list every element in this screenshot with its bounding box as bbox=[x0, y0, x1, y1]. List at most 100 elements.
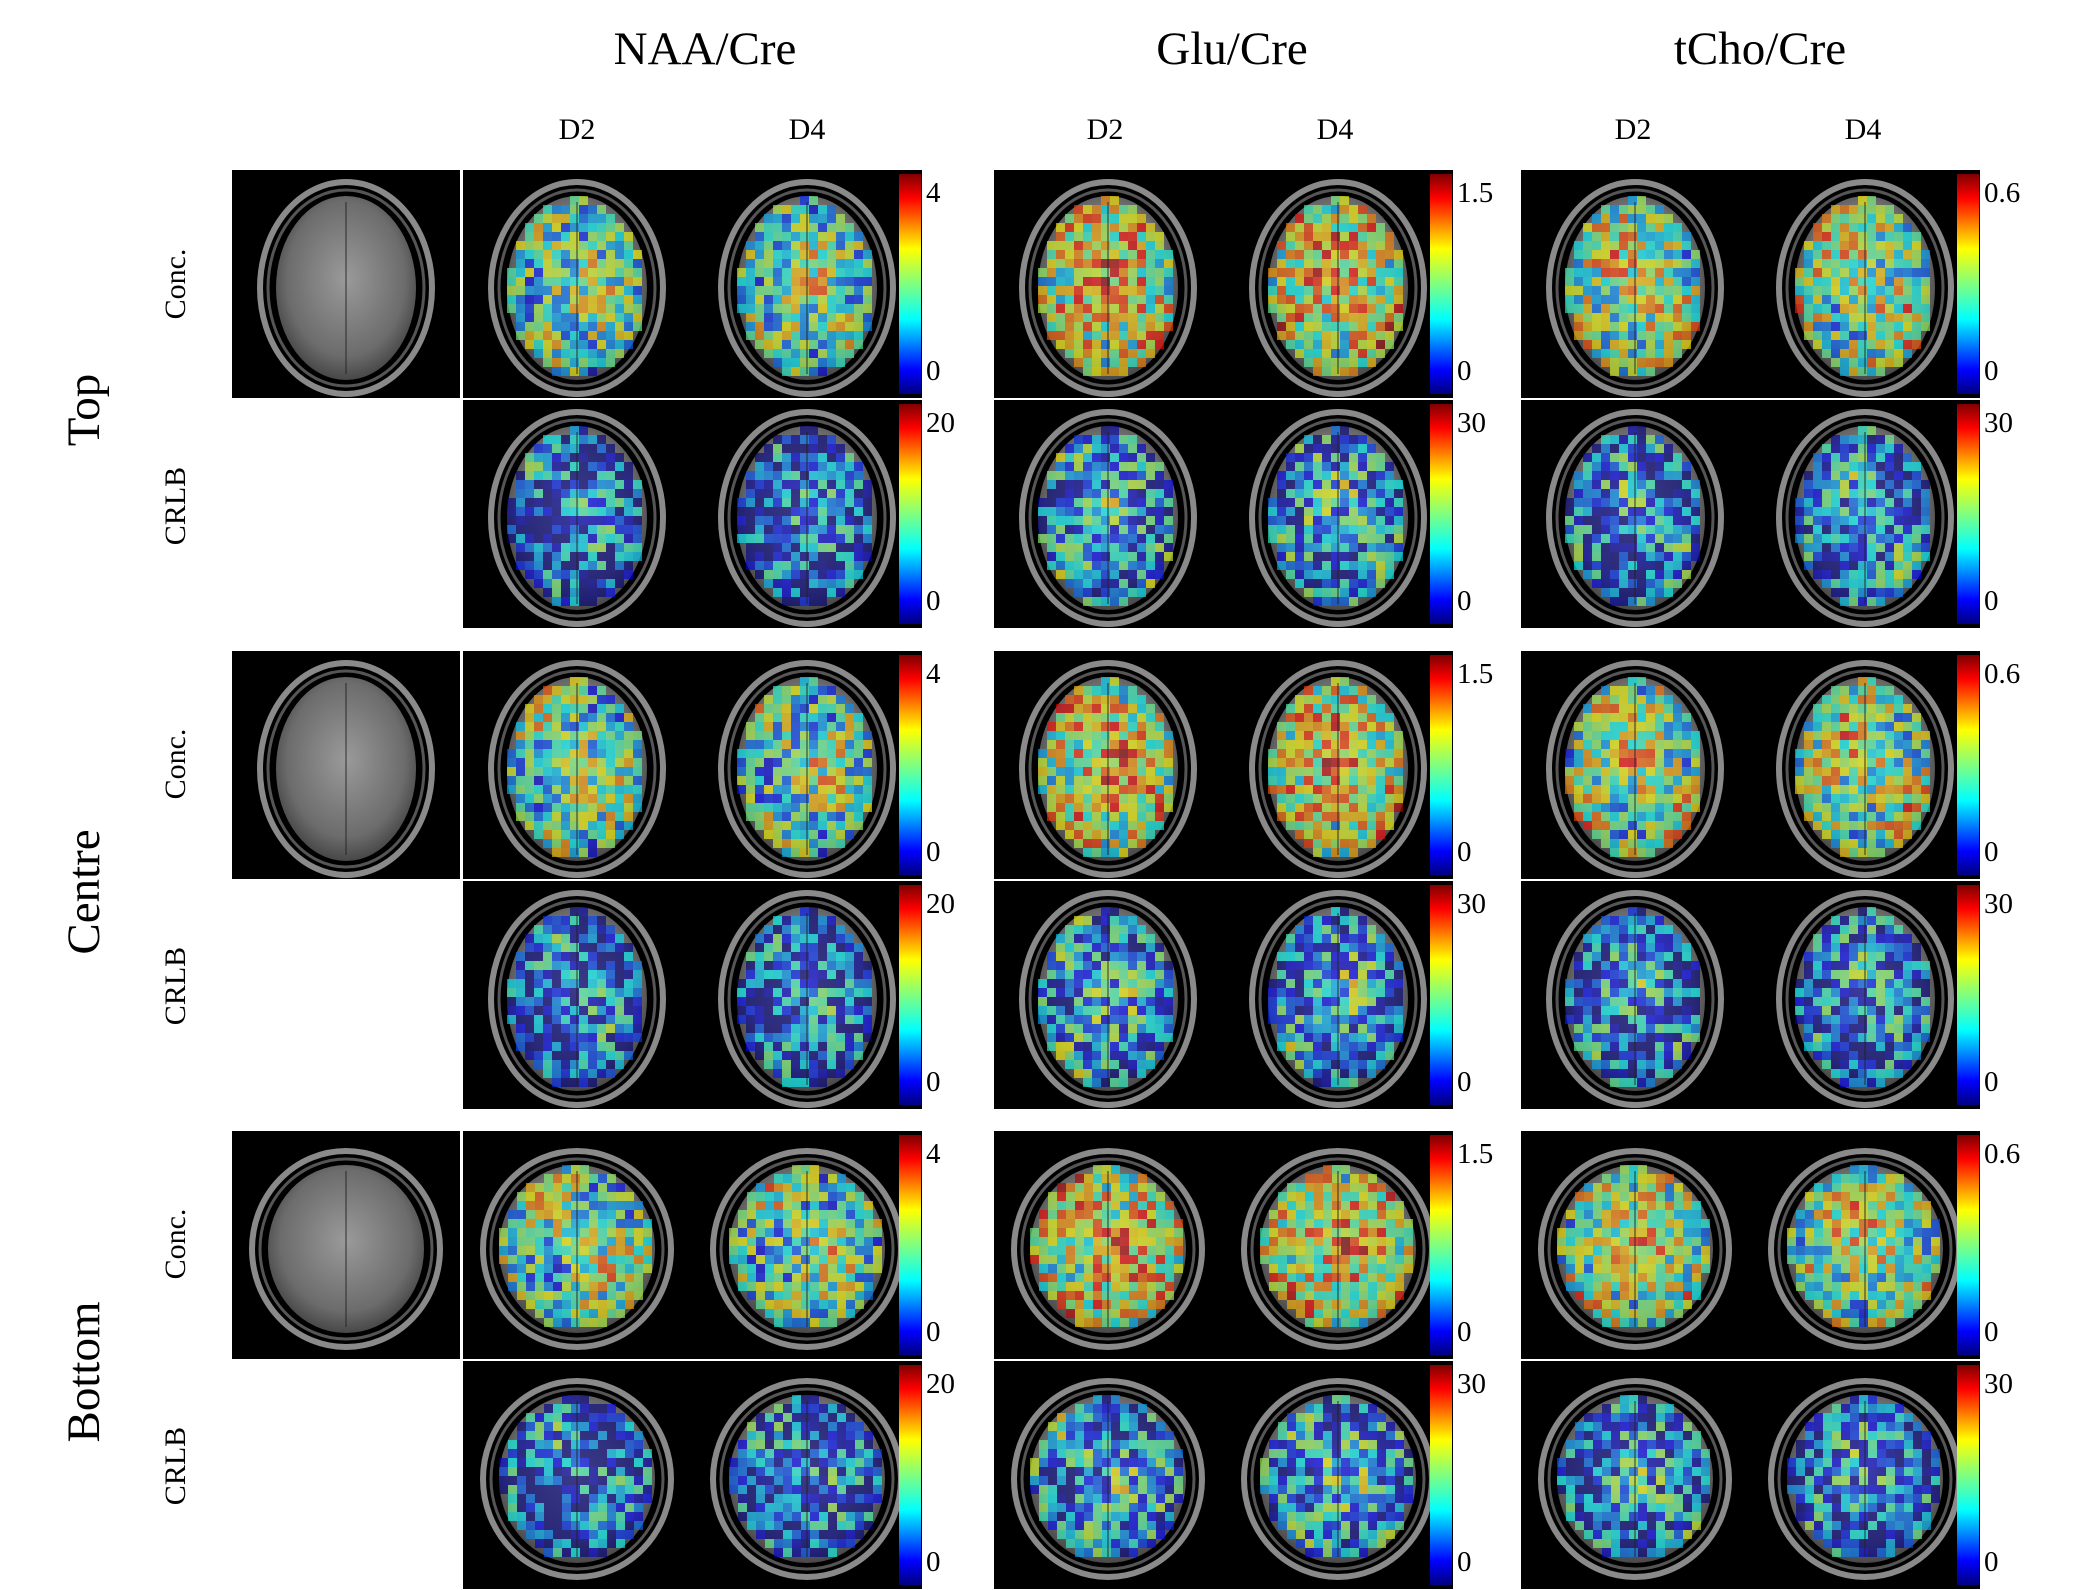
anatomical-reference-image bbox=[232, 651, 460, 879]
colorbar-min-label: 0 bbox=[1457, 585, 1472, 617]
brain-map-d4 bbox=[693, 400, 921, 628]
map-panel-crlb bbox=[994, 400, 1453, 628]
anatomical-reference-image bbox=[232, 1131, 460, 1359]
map-panel-crlb bbox=[994, 1361, 1453, 1589]
colorbar-min-label: 0 bbox=[1457, 1316, 1472, 1348]
colorbar-max-label: 20 bbox=[926, 1368, 955, 1400]
colorbar bbox=[899, 1365, 921, 1585]
brain-map-d4 bbox=[693, 1131, 921, 1359]
colorbar-min-label: 0 bbox=[1984, 1316, 1999, 1348]
slice-label-top: Top bbox=[58, 373, 110, 447]
colorbar-max-label: 30 bbox=[1984, 407, 2013, 439]
colorbar-min-label: 0 bbox=[1984, 1066, 1999, 1098]
brain-map-d2 bbox=[994, 881, 1222, 1109]
colorbar-min-label: 0 bbox=[1457, 1546, 1472, 1578]
map-panel-conc bbox=[994, 1131, 1453, 1359]
brain-map-d4 bbox=[1751, 170, 1979, 398]
colorbar bbox=[1957, 1365, 1979, 1585]
brain-map-d2 bbox=[463, 1361, 691, 1589]
colorbar-max-label: 30 bbox=[1984, 1368, 2013, 1400]
type-label-conc: Conc. bbox=[159, 728, 192, 800]
brain-map-d2 bbox=[1521, 881, 1749, 1109]
colorbar-max-label: 20 bbox=[926, 888, 955, 920]
colorbar bbox=[1430, 885, 1452, 1105]
brain-map-d4 bbox=[1751, 881, 1979, 1109]
brain-map-d4 bbox=[1224, 170, 1452, 398]
colorbar bbox=[1957, 174, 1979, 394]
map-panel-crlb bbox=[463, 881, 922, 1109]
colorbar-min-label: 0 bbox=[926, 836, 941, 868]
brain-map-d4 bbox=[693, 881, 921, 1109]
brain-map-d2 bbox=[463, 170, 691, 398]
map-panel-conc bbox=[1521, 170, 1980, 398]
anatomical-reference-image bbox=[232, 170, 460, 398]
map-panel-conc bbox=[1521, 651, 1980, 879]
colorbar-max-label: 30 bbox=[1457, 888, 1486, 920]
colorbar-max-label: 4 bbox=[926, 177, 941, 209]
colorbar bbox=[899, 174, 921, 394]
type-label-conc: Conc. bbox=[159, 248, 192, 320]
brain-map-d2 bbox=[463, 1131, 691, 1359]
colorbar-max-label: 4 bbox=[926, 1138, 941, 1170]
brain-map-d2 bbox=[1521, 170, 1749, 398]
colorbar-min-label: 0 bbox=[1984, 836, 1999, 868]
brain-map-d4 bbox=[1224, 1361, 1452, 1589]
brain-map-d4 bbox=[1751, 400, 1979, 628]
brain-map-d4 bbox=[693, 651, 921, 879]
glu-d4-label: D4 bbox=[1316, 113, 1354, 146]
brain-map-d2 bbox=[463, 400, 691, 628]
brain-map-d2 bbox=[994, 1361, 1222, 1589]
colorbar-max-label: 4 bbox=[926, 658, 941, 690]
slice-label-bottom: Bottom bbox=[58, 1301, 110, 1443]
colorbar-min-label: 0 bbox=[1457, 836, 1472, 868]
colorbar-max-label: 20 bbox=[926, 407, 955, 439]
brain-map-d4 bbox=[1224, 651, 1452, 879]
colorbar-min-label: 0 bbox=[1457, 355, 1472, 387]
brain-map-d4 bbox=[1751, 651, 1979, 879]
colorbar bbox=[899, 404, 921, 624]
colorbar bbox=[1957, 404, 1979, 624]
brain-map-d2 bbox=[463, 881, 691, 1109]
brain-map-d4 bbox=[693, 170, 921, 398]
map-panel-crlb bbox=[994, 881, 1453, 1109]
map-panel-crlb bbox=[1521, 881, 1980, 1109]
brain-map-d2 bbox=[994, 651, 1222, 879]
naa-title: NAA/Cre bbox=[613, 23, 797, 75]
colorbar bbox=[1430, 1365, 1452, 1585]
brain-map-d2 bbox=[994, 170, 1222, 398]
colorbar-min-label: 0 bbox=[926, 1546, 941, 1578]
brain-map-d4 bbox=[1751, 1131, 1979, 1359]
brain-map-d4 bbox=[1224, 400, 1452, 628]
colorbar bbox=[1430, 1135, 1452, 1355]
map-panel-conc bbox=[994, 170, 1453, 398]
naa-d4-label: D4 bbox=[788, 113, 826, 146]
colorbar-min-label: 0 bbox=[926, 585, 941, 617]
glu-title: Glu/Cre bbox=[1156, 23, 1308, 75]
colorbar-max-label: 30 bbox=[1984, 888, 2013, 920]
tcho-d2-label: D2 bbox=[1614, 113, 1652, 146]
brain-map-d2 bbox=[1521, 400, 1749, 628]
colorbar-min-label: 0 bbox=[926, 1316, 941, 1348]
colorbar bbox=[1957, 1135, 1979, 1355]
colorbar-max-label: 30 bbox=[1457, 1368, 1486, 1400]
colorbar-max-label: 1.5 bbox=[1457, 177, 1494, 209]
brain-map-d2 bbox=[463, 651, 691, 879]
map-panel-conc bbox=[463, 170, 922, 398]
colorbar-max-label: 1.5 bbox=[1457, 658, 1494, 690]
naa-d2-label: D2 bbox=[558, 113, 596, 146]
colorbar-max-label: 0.6 bbox=[1984, 1138, 2021, 1170]
map-panel-conc bbox=[1521, 1131, 1980, 1359]
map-panel-conc bbox=[463, 651, 922, 879]
slice-label-centre: Centre bbox=[58, 829, 110, 955]
map-panel-conc bbox=[463, 1131, 922, 1359]
map-panel-crlb bbox=[1521, 400, 1980, 628]
colorbar-min-label: 0 bbox=[1984, 355, 1999, 387]
brain-map-d2 bbox=[994, 400, 1222, 628]
brain-map-d4 bbox=[693, 1361, 921, 1589]
colorbar bbox=[1957, 885, 1979, 1105]
tcho-title: tCho/Cre bbox=[1673, 23, 1847, 75]
colorbar-min-label: 0 bbox=[1457, 1066, 1472, 1098]
colorbar bbox=[1430, 174, 1452, 394]
colorbar-min-label: 0 bbox=[1984, 1546, 1999, 1578]
brain-map-d4 bbox=[1224, 1131, 1452, 1359]
